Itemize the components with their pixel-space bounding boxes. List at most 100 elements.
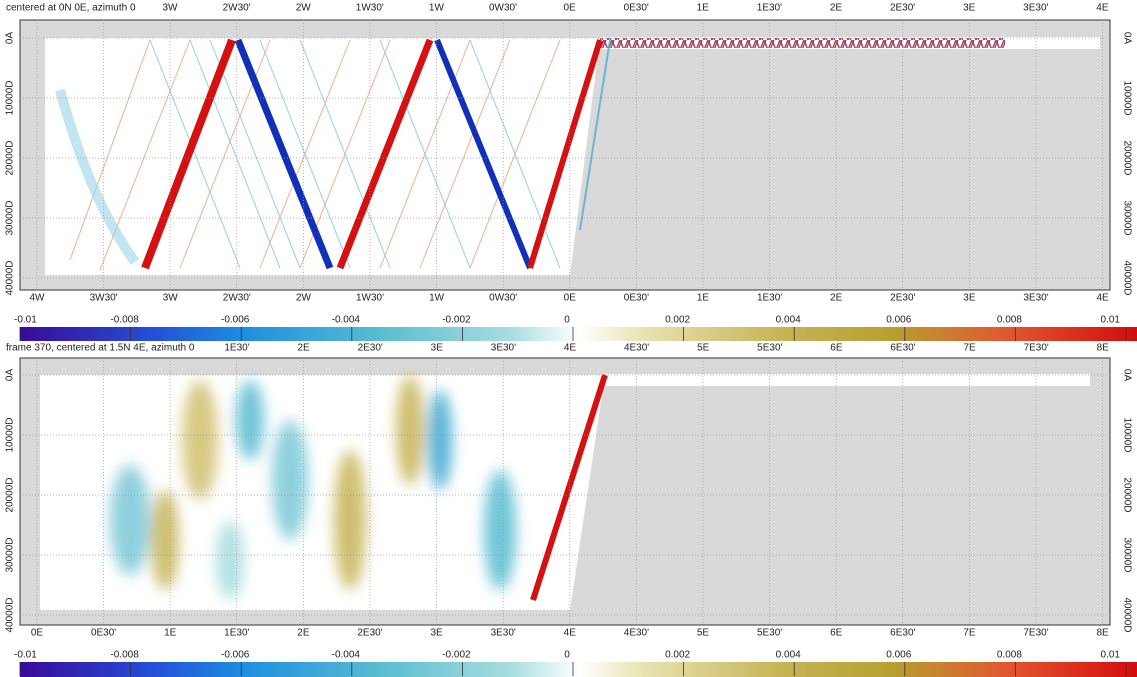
y-tick-label: 10000D (5, 417, 16, 452)
y-tick-label: 40000D (1121, 260, 1132, 295)
colorbar-label: 0.006 (886, 650, 911, 661)
x-tick-label: 6E (830, 628, 843, 639)
x-tick-label: 2W (296, 3, 312, 14)
x-tick-label: 1W30' (356, 3, 384, 14)
x-tick-label: 0W30' (489, 293, 517, 304)
colorbar-label: 0.01 (1101, 315, 1121, 326)
x-tick-label: 0E30' (91, 628, 116, 639)
y-tick-label: 20000D (1121, 140, 1132, 175)
x-tick-label: 3W (163, 293, 179, 304)
y-tick-label: 40000D (1121, 597, 1132, 632)
x-tick-label: 2E30' (890, 293, 915, 304)
y-tick-label: 10000D (1121, 80, 1132, 115)
x-tick-label: 3E (431, 343, 444, 354)
x-tick-label: 4E30' (624, 628, 649, 639)
y-tick-label: 0A (1121, 32, 1132, 45)
x-tick-label: 3E30' (1023, 293, 1048, 304)
x-tick-label: 4W (30, 293, 46, 304)
x-tick-label: 2W (296, 293, 312, 304)
x-tick-label: 0E (564, 293, 577, 304)
y-tick-label: 40000D (5, 597, 16, 632)
x-tick-label: 2E30' (890, 3, 915, 14)
x-tick-label: 3E (963, 3, 976, 14)
x-tick-label: 2E30' (358, 343, 383, 354)
x-tick-label: 0W30' (489, 3, 517, 14)
x-tick-label: 4E (1096, 3, 1109, 14)
x-tick-label: 1E30' (224, 343, 249, 354)
colorbar (20, 327, 1137, 341)
y-tick-label: 20000D (5, 140, 16, 175)
x-tick-label: 3W (163, 3, 179, 14)
x-tick-label: 2W30' (223, 293, 251, 304)
panel-title: centered at 0N 0E, azimuth 0 (6, 3, 136, 14)
x-tick-label: 1E (697, 293, 710, 304)
colorbar-label: -0.006 (221, 315, 250, 326)
x-tick-label: 1W (429, 3, 445, 14)
x-tick-label: 6E (830, 343, 843, 354)
colorbar-label: -0.006 (221, 650, 250, 661)
y-tick-label: 0A (1121, 369, 1132, 382)
y-tick-label: 20000D (5, 477, 16, 512)
x-tick-label: 2E (830, 293, 843, 304)
colorbar-label: -0.002 (442, 650, 471, 661)
x-tick-label: 2E (830, 3, 843, 14)
colorbar-label: 0 (564, 650, 570, 661)
wavefield-image (20, 358, 1110, 625)
x-tick-label: 2E (297, 628, 310, 639)
x-tick-label: 3W30' (90, 293, 118, 304)
x-tick-label: 5E (697, 343, 710, 354)
x-tick-label: 0E30' (624, 293, 649, 304)
plot-frame (19, 357, 1111, 626)
y-tick-label: 30000D (1121, 537, 1132, 572)
colorbar-label: -0.004 (332, 650, 361, 661)
colorbar-label: 0.008 (997, 315, 1022, 326)
x-tick-label: 2E30' (357, 628, 382, 639)
x-tick-label: 6E30' (890, 628, 915, 639)
x-tick-label: 6E30' (890, 343, 915, 354)
x-tick-label: 4E (564, 628, 577, 639)
colorbar-label: -0.008 (110, 650, 139, 661)
x-tick-label: 5E (697, 628, 710, 639)
x-tick-label: 3E (430, 628, 443, 639)
y-tick-label: 30000D (1121, 200, 1132, 235)
colorbar-label: 0.002 (665, 315, 690, 326)
colorbar-label: 0 (564, 315, 570, 326)
x-tick-label: 2W30' (223, 3, 251, 14)
y-tick-label: 0A (5, 369, 16, 382)
x-tick-label: 1E30' (757, 293, 782, 304)
colorbar-label: 0.006 (886, 315, 911, 326)
x-tick-label: 1E30' (224, 628, 249, 639)
colorbar (20, 662, 1137, 677)
x-tick-label: 3E30' (491, 628, 516, 639)
colorbar-label: -0.008 (110, 315, 139, 326)
x-tick-label: 1E (164, 628, 177, 639)
y-tick-label: 10000D (5, 80, 16, 115)
colorbar-label: -0.004 (332, 315, 361, 326)
y-tick-label: 0A (5, 32, 16, 45)
colorbar-label: -0.002 (442, 315, 471, 326)
plot-frame (19, 19, 1111, 291)
x-tick-label: 7E (963, 343, 976, 354)
x-tick-label: 1E (697, 3, 710, 14)
x-tick-label: 5E30' (757, 343, 782, 354)
x-tick-label: 1W30' (356, 293, 384, 304)
x-tick-label: 0E30' (624, 3, 649, 14)
x-tick-label: 3E30' (1023, 3, 1048, 14)
x-tick-label: 4E (1096, 293, 1109, 304)
x-tick-label: 5E30' (757, 628, 782, 639)
x-tick-label: 0E (31, 628, 44, 639)
x-tick-label: 1W (429, 293, 445, 304)
colorbar-label: 0.002 (665, 650, 690, 661)
colorbar-label: 0.004 (776, 315, 801, 326)
y-tick-label: 30000D (5, 537, 16, 572)
x-tick-label: 7E (963, 628, 976, 639)
x-tick-label: 4E (564, 343, 577, 354)
y-tick-label: 30000D (5, 200, 16, 235)
x-tick-label: 3E (963, 293, 976, 304)
x-tick-label: 0E (563, 3, 576, 14)
wavefield-image (20, 20, 1110, 290)
x-tick-label: 7E30' (1023, 628, 1048, 639)
x-tick-label: 1E30' (757, 3, 782, 14)
